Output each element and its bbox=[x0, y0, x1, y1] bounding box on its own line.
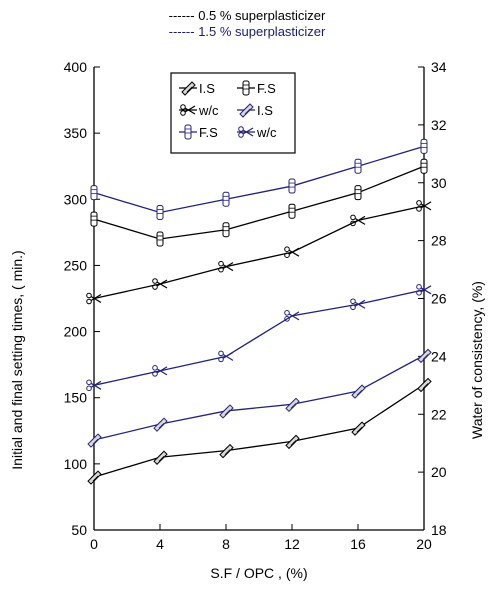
series-is_05 bbox=[87, 377, 432, 485]
series-wc_05 bbox=[86, 200, 432, 305]
data-point-is_15 bbox=[351, 384, 366, 399]
y-tick-label: 350 bbox=[64, 125, 88, 141]
legend-swatch-marker bbox=[180, 104, 196, 116]
x-tick-label: 12 bbox=[284, 536, 300, 552]
legend-entry-fs_05: F.S bbox=[237, 80, 276, 96]
y-tick-label: 100 bbox=[64, 456, 88, 472]
y2-axis-label: Water of consistency, (%) bbox=[469, 281, 485, 439]
data-point-fs_05 bbox=[420, 158, 428, 174]
data-point-is_05 bbox=[285, 434, 300, 450]
data-point-fs_15 bbox=[420, 138, 428, 154]
data-point-is_05 bbox=[351, 421, 366, 436]
x-tick-label: 8 bbox=[222, 536, 230, 552]
x-axis-label: S.F / OPC , (%) bbox=[210, 565, 307, 581]
data-point-fs_05 bbox=[354, 185, 362, 201]
legend-entry-is_05: I.S bbox=[179, 81, 215, 96]
data-point-is_05 bbox=[219, 443, 234, 459]
data-point-fs_15 bbox=[156, 205, 164, 221]
data-point-wc_05 bbox=[152, 278, 168, 290]
data-point-wc_05 bbox=[218, 260, 234, 273]
legend-label: F.S bbox=[257, 81, 276, 96]
data-point-is_15 bbox=[417, 348, 432, 364]
data-point-is_05 bbox=[417, 377, 432, 393]
y-tick-label: 150 bbox=[64, 390, 88, 406]
data-point-wc_15 bbox=[284, 310, 300, 322]
data-point-is_05 bbox=[153, 450, 168, 465]
data-point-is_15 bbox=[87, 433, 102, 448]
data-point-wc_05 bbox=[416, 200, 432, 212]
legend-label: F.S bbox=[199, 125, 218, 140]
y-tick-label: 200 bbox=[64, 324, 88, 340]
legend-entry-wc_15: w/c bbox=[237, 125, 277, 140]
y2-tick-label: 20 bbox=[431, 464, 447, 480]
y-tick-label: 50 bbox=[71, 522, 87, 538]
y2-tick-label: 32 bbox=[431, 117, 447, 133]
legend-header-1.5-superplasticizer: ------ 1.5 % superplasticizer bbox=[168, 24, 326, 39]
y2-tick-label: 30 bbox=[431, 175, 447, 191]
legend-label: w/c bbox=[256, 125, 277, 140]
data-point-wc_15 bbox=[152, 365, 168, 377]
legend-entry-is_15: I.S bbox=[237, 103, 273, 118]
series-line-is_15 bbox=[93, 354, 425, 441]
data-point-fs_05 bbox=[90, 211, 98, 227]
series-line-fs_05 bbox=[93, 165, 425, 240]
series-wc_15 bbox=[86, 284, 432, 392]
data-point-is_05 bbox=[87, 470, 102, 485]
y-tick-label: 400 bbox=[64, 59, 88, 75]
legend-entry-wc_05: w/c bbox=[179, 103, 219, 118]
legend: I.S F.S w/c I.S F.S w/c bbox=[170, 72, 296, 154]
y2-tick-label: 26 bbox=[431, 291, 447, 307]
y2-tick-label: 28 bbox=[431, 233, 447, 249]
legend-label: I.S bbox=[257, 103, 273, 118]
series-fs_05 bbox=[90, 158, 428, 247]
x-tick-label: 0 bbox=[90, 536, 98, 552]
legend-swatch-marker bbox=[238, 126, 254, 138]
legend-swatch-marker bbox=[184, 124, 192, 140]
y2-tick-label: 24 bbox=[431, 348, 447, 364]
legend-label: w/c bbox=[198, 103, 219, 118]
data-point-is_15 bbox=[153, 417, 168, 432]
data-point-is_15 bbox=[219, 404, 234, 419]
data-point-fs_05 bbox=[288, 203, 296, 219]
data-point-wc_15 bbox=[350, 298, 366, 311]
series-fs_15 bbox=[90, 138, 428, 221]
data-point-wc_05 bbox=[350, 214, 366, 227]
data-point-fs_15 bbox=[222, 191, 230, 207]
y2-tick-label: 22 bbox=[431, 406, 447, 422]
y2-tick-label: 18 bbox=[431, 522, 447, 538]
data-point-fs_05 bbox=[156, 231, 164, 247]
series-layer bbox=[86, 138, 432, 485]
series-line-fs_15 bbox=[93, 145, 425, 214]
data-point-fs_15 bbox=[288, 178, 296, 194]
legend-swatch-marker bbox=[239, 103, 254, 118]
data-point-wc_15 bbox=[416, 284, 432, 296]
y2-tick-label: 34 bbox=[431, 59, 447, 75]
y-tick-label: 300 bbox=[64, 191, 88, 207]
data-point-is_15 bbox=[285, 397, 300, 413]
data-point-fs_15 bbox=[354, 158, 362, 174]
data-point-fs_15 bbox=[90, 185, 98, 201]
data-point-wc_15 bbox=[218, 350, 234, 363]
legend-swatch-marker bbox=[181, 81, 196, 96]
data-point-fs_05 bbox=[222, 222, 230, 238]
data-point-wc_15 bbox=[86, 379, 102, 392]
data-point-wc_05 bbox=[284, 246, 300, 258]
legend-swatch-marker bbox=[242, 80, 250, 96]
series-line-wc_05 bbox=[93, 205, 425, 300]
legend-entry-fs_15: F.S bbox=[179, 124, 218, 140]
series-is_15 bbox=[87, 348, 432, 448]
legend-label: I.S bbox=[199, 81, 215, 96]
y-tick-label: 250 bbox=[64, 257, 88, 273]
series-line-is_05 bbox=[93, 383, 425, 478]
y-axis-label: Initial and final setting times, ( min.) bbox=[9, 250, 25, 469]
data-point-wc_05 bbox=[86, 292, 102, 305]
x-tick-label: 20 bbox=[416, 536, 432, 552]
x-tick-label: 16 bbox=[350, 536, 366, 552]
series-line-wc_15 bbox=[93, 289, 425, 386]
legend-header-0.5-superplasticizer: ------ 0.5 % superplasticizer bbox=[168, 8, 326, 23]
x-tick-label: 4 bbox=[156, 536, 164, 552]
